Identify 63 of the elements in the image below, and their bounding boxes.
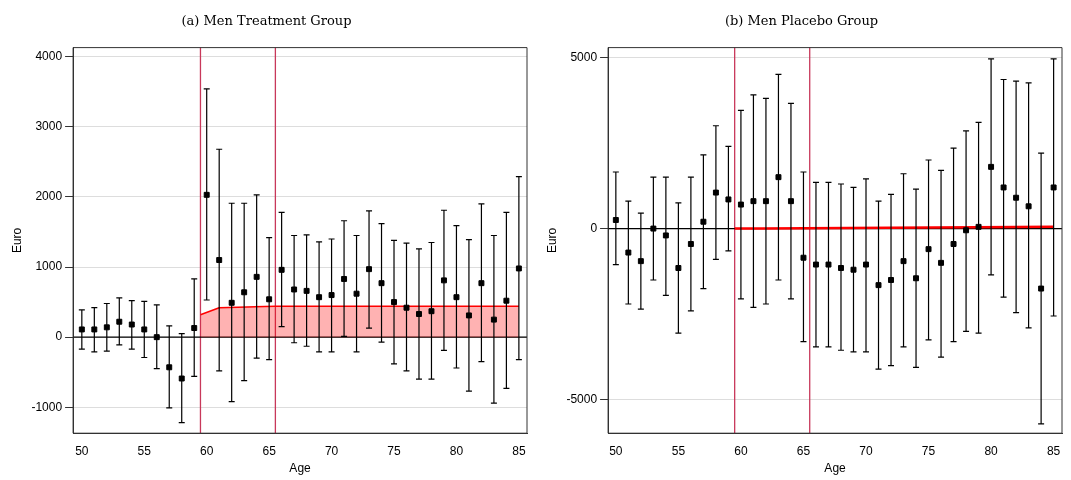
point [900, 258, 907, 265]
x-tick-label: 85 [1046, 443, 1061, 458]
x-tick-label: 85 [512, 443, 526, 458]
x-tick-label: 70 [859, 443, 873, 458]
y-tick-label: -1000 [31, 399, 63, 414]
x-tick-label: 65 [796, 443, 811, 458]
y-tick-label: 0 [590, 220, 598, 235]
point [1000, 184, 1007, 191]
x-axis-title: Age [289, 461, 312, 476]
x-tick-label: 70 [324, 443, 339, 458]
point [353, 290, 360, 297]
point [750, 198, 757, 205]
y-tick-label: -5000 [566, 392, 598, 407]
point [478, 280, 485, 287]
x-tick-label: 55 [137, 443, 152, 458]
point [178, 375, 185, 382]
point [1050, 184, 1057, 191]
point [675, 265, 682, 271]
point [378, 280, 385, 287]
point [775, 174, 782, 181]
chart-title: (b) Men Placebo Group [724, 13, 879, 29]
point [403, 304, 410, 311]
x-tick-label: 50 [75, 443, 89, 458]
y-tick-label: 4000 [35, 49, 63, 64]
point [303, 287, 310, 294]
x-tick-label: 50 [609, 443, 623, 458]
x-tick-label: 65 [262, 443, 277, 458]
y-tick-label: 2000 [35, 189, 63, 204]
point [1025, 203, 1032, 210]
x-tick-label: 55 [671, 443, 686, 458]
x-tick-label: 80 [984, 443, 999, 458]
point [503, 297, 510, 304]
x-tick-label: 60 [200, 443, 214, 458]
point [975, 223, 982, 230]
x-tick-label: 80 [449, 443, 464, 458]
y-tick-label: 1000 [35, 259, 63, 274]
x-tick-label: 75 [387, 443, 402, 458]
y-tick-label: 5000 [570, 49, 598, 64]
point [328, 292, 335, 299]
y-axis-title: Euro [544, 227, 559, 254]
point [825, 261, 832, 268]
point [650, 225, 657, 232]
point [91, 326, 98, 333]
y-axis-title: Euro [9, 227, 24, 254]
x-tick-label: 75 [921, 443, 936, 458]
point [850, 266, 857, 273]
x-tick-label: 60 [734, 443, 748, 458]
point [725, 196, 732, 203]
point [453, 294, 460, 301]
point [625, 249, 632, 256]
y-tick-label: 3000 [35, 119, 63, 134]
point [925, 246, 932, 253]
x-axis-title: Age [824, 461, 847, 476]
point [428, 308, 435, 315]
point [700, 218, 707, 225]
point [128, 321, 135, 328]
chart-title: (a) Men Treatment Group [181, 13, 352, 29]
point [78, 326, 85, 333]
point [875, 282, 882, 289]
point [141, 326, 148, 333]
point [950, 241, 957, 247]
y-tick-label: 0 [55, 329, 63, 344]
point [800, 254, 807, 261]
